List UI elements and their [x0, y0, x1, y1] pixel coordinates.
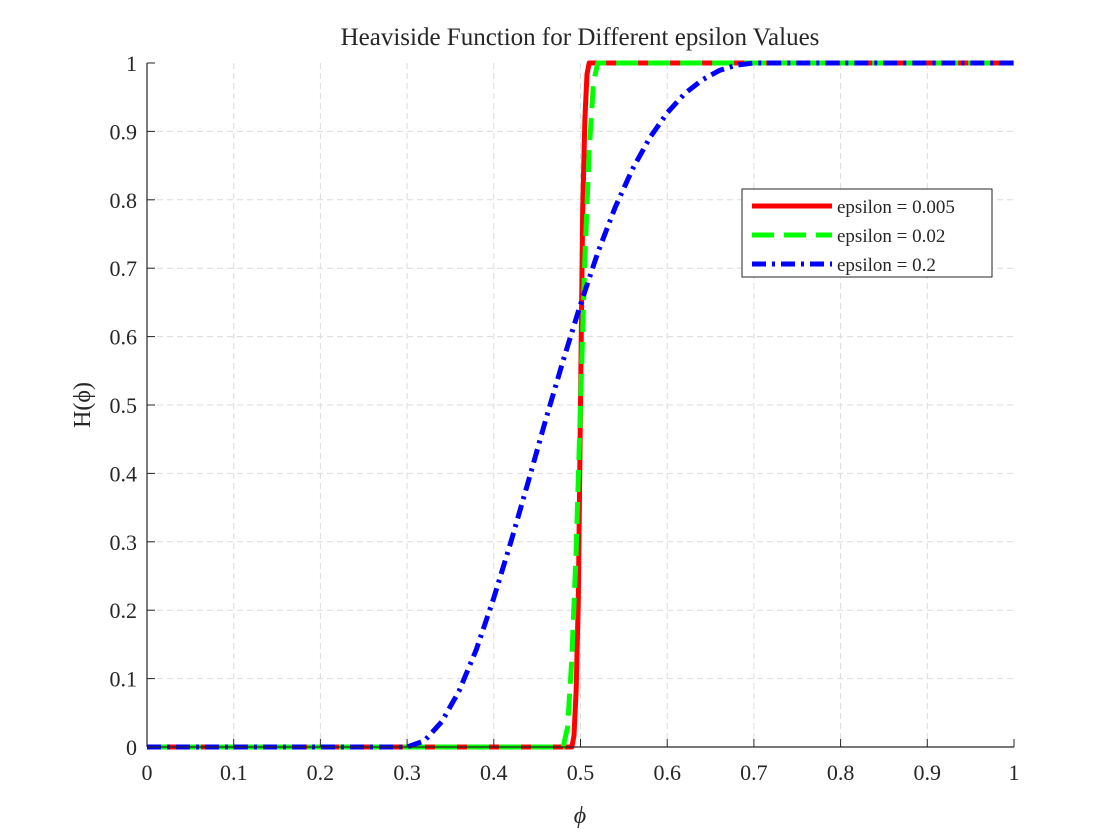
- x-tick-label: 0.9: [914, 760, 942, 785]
- y-tick-label: 0.8: [110, 188, 138, 213]
- x-tick-label: 0.8: [827, 760, 855, 785]
- y-tick-label: 0.6: [110, 325, 138, 350]
- x-tick-label: 0.2: [307, 760, 335, 785]
- y-tick-label: 0.1: [110, 667, 138, 692]
- y-tick-label: 0.7: [110, 256, 138, 281]
- chart-title: Heaviside Function for Different epsilon…: [341, 24, 820, 51]
- y-tick-label: 0: [126, 735, 137, 760]
- x-tick-label: 0: [142, 760, 153, 785]
- series-line-3: [147, 60, 1014, 750]
- legend: epsilon = 0.005 epsilon = 0.02 epsilon = 0…: [741, 188, 993, 278]
- x-axis-ticks: 0 0.1 0.2 0.3 0.4 0.5 0.6 0.7 0.8 0.9 1: [142, 739, 1020, 785]
- x-tick-label: 0.6: [653, 760, 681, 785]
- legend-label-3: epsilon = 0.2: [837, 255, 936, 276]
- y-tick-label: 1: [126, 51, 137, 76]
- x-tick-label: 0.5: [567, 760, 595, 785]
- legend-label-2: epsilon = 0.02: [837, 226, 945, 247]
- y-tick-label: 0.2: [110, 598, 138, 623]
- y-tick-label: 0.9: [110, 119, 138, 144]
- series-lines: [147, 60, 1014, 750]
- y-tick-label: 0.5: [110, 393, 138, 418]
- y-axis-label: H(ϕ): [70, 382, 96, 428]
- y-axis-ticks: 0 0.1 0.2 0.3 0.4 0.5 0.6 0.7 0.8 0.9 1: [110, 51, 155, 760]
- x-tick-label: 1: [1009, 760, 1020, 785]
- y-tick-label: 0.4: [110, 461, 138, 486]
- legend-label-1: epsilon = 0.005: [837, 197, 955, 218]
- x-tick-label: 0.1: [220, 760, 248, 785]
- x-tick-label: 0.7: [740, 760, 768, 785]
- x-tick-label: 0.4: [480, 760, 508, 785]
- series-line-1: [147, 60, 1014, 750]
- x-tick-label: 0.3: [393, 760, 421, 785]
- x-axis-label: ϕ: [574, 803, 586, 829]
- y-tick-label: 0.3: [110, 530, 138, 555]
- series-line-2: [147, 60, 1014, 750]
